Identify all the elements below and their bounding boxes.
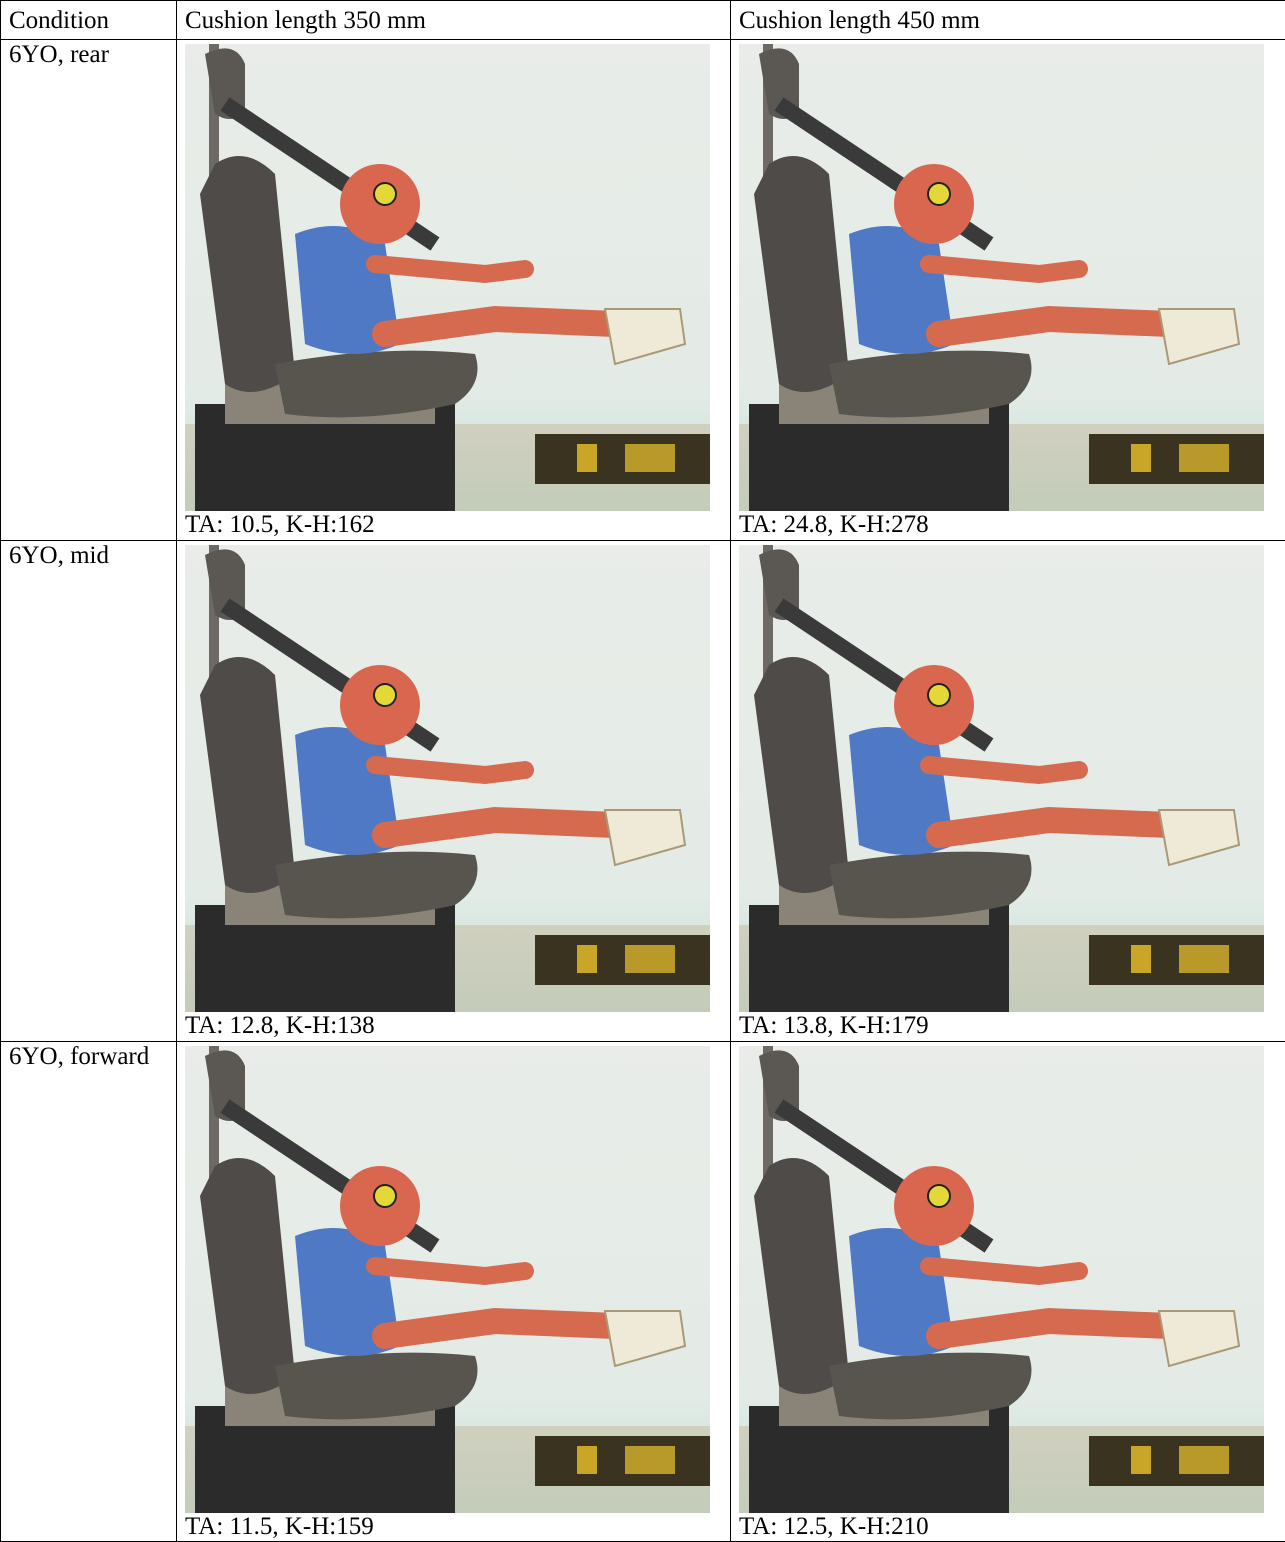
- photo-caption: TA: 13.8, K-H:179: [739, 1012, 1277, 1040]
- marker: [577, 444, 597, 472]
- photo-cell: TA: 12.8, K-H:138: [177, 541, 731, 1042]
- leg: [385, 319, 615, 334]
- marker: [625, 1446, 675, 1474]
- photo: [739, 545, 1264, 1012]
- leg: [939, 1321, 1169, 1336]
- marker: [1131, 1446, 1151, 1474]
- photo-cell-content: TA: 12.8, K-H:138: [185, 541, 722, 1040]
- arm: [929, 765, 1079, 775]
- condition-cell: 6YO, mid: [1, 541, 177, 1042]
- marker-board: [1089, 1436, 1264, 1486]
- marker: [577, 1446, 597, 1474]
- leg: [939, 820, 1169, 835]
- photo-cell: TA: 12.5, K-H:210: [731, 1042, 1285, 1542]
- marker-board: [1089, 935, 1264, 985]
- marker: [1131, 945, 1151, 973]
- table-body: 6YO, rear TA: 10.5, K-H:162 TA: 24.8, K-…: [1, 40, 1285, 1542]
- target: [374, 1185, 396, 1207]
- photo-caption: TA: 24.8, K-H:278: [739, 511, 1277, 539]
- arm: [375, 264, 525, 274]
- photo: [185, 1046, 710, 1513]
- photo-cell-content: TA: 24.8, K-H:278: [739, 40, 1277, 539]
- photo-caption: TA: 12.8, K-H:138: [185, 1012, 722, 1040]
- marker: [625, 444, 675, 472]
- photo: [739, 44, 1264, 511]
- photo-cell: TA: 24.8, K-H:278: [731, 40, 1285, 541]
- photo-caption: TA: 11.5, K-H:159: [185, 1513, 722, 1541]
- target: [928, 183, 950, 205]
- target: [928, 684, 950, 706]
- condition-cell: 6YO, rear: [1, 40, 177, 541]
- photo-cell-content: TA: 13.8, K-H:179: [739, 541, 1277, 1040]
- marker-board: [1089, 434, 1264, 484]
- photo: [185, 545, 710, 1012]
- header-cell: Cushion length 350 mm: [177, 1, 731, 40]
- table-row: 6YO, forward TA: 11.5, K-H:159 TA: 12.5,…: [1, 1042, 1285, 1542]
- condition-cell: 6YO, forward: [1, 1042, 177, 1542]
- marker: [1179, 945, 1229, 973]
- target: [374, 183, 396, 205]
- header-cell: Condition: [1, 1, 177, 40]
- header-cell: Cushion length 450 mm: [731, 1, 1285, 40]
- leg: [385, 820, 615, 835]
- table-row: 6YO, rear TA: 10.5, K-H:162 TA: 24.8, K-…: [1, 40, 1285, 541]
- photo: [739, 1046, 1264, 1513]
- marker: [1179, 1446, 1229, 1474]
- marker-board: [535, 935, 710, 985]
- arm: [375, 1266, 525, 1276]
- photo-cell: TA: 13.8, K-H:179: [731, 541, 1285, 1042]
- table-row: 6YO, mid TA: 12.8, K-H:138 TA: 13.8, K-H…: [1, 541, 1285, 1042]
- leg: [385, 1321, 615, 1336]
- marker-board: [535, 434, 710, 484]
- arm: [929, 264, 1079, 274]
- marker: [1131, 444, 1151, 472]
- photo-caption: TA: 10.5, K-H:162: [185, 511, 722, 539]
- marker: [1179, 444, 1229, 472]
- photo-cell: TA: 11.5, K-H:159: [177, 1042, 731, 1542]
- target: [374, 684, 396, 706]
- arm: [929, 1266, 1079, 1276]
- photo-cell: TA: 10.5, K-H:162: [177, 40, 731, 541]
- marker: [577, 945, 597, 973]
- target: [928, 1185, 950, 1207]
- marker: [625, 945, 675, 973]
- leg: [939, 319, 1169, 334]
- photo-cell-content: TA: 11.5, K-H:159: [185, 1042, 722, 1541]
- photo-cell-content: TA: 12.5, K-H:210: [739, 1042, 1277, 1541]
- arm: [375, 765, 525, 775]
- photo-caption: TA: 12.5, K-H:210: [739, 1513, 1277, 1541]
- marker-board: [535, 1436, 710, 1486]
- photo-cell-content: TA: 10.5, K-H:162: [185, 40, 722, 539]
- photo: [185, 44, 710, 511]
